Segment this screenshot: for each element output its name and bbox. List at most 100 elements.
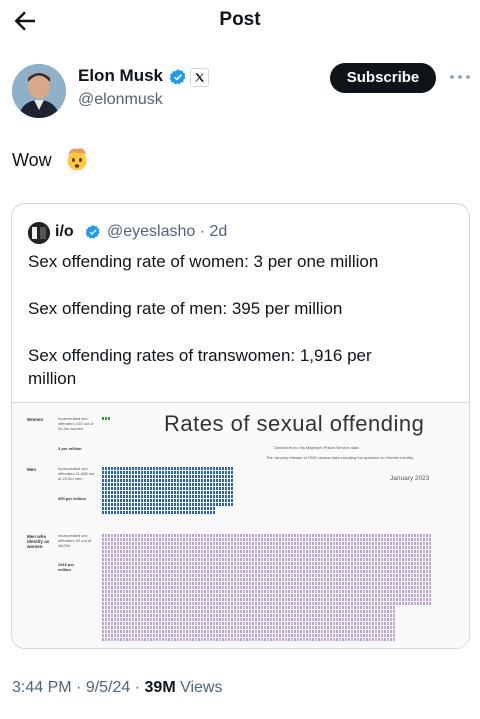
trans-woman-icon [300,538,302,541]
man-icon [153,495,155,498]
man-icon [174,479,176,482]
trans-woman-icon [237,574,239,577]
man-icon [114,471,116,474]
trans-woman-icon [339,598,341,601]
trans-woman-icon [270,598,272,601]
trans-woman-icon [156,546,158,549]
man-icon [168,503,170,506]
author-handle[interactable]: @elonmusk [78,91,163,108]
trans-woman-icon [369,546,371,549]
trans-woman-icon [270,570,272,573]
trans-woman-icon [246,638,248,641]
subscribe-button[interactable]: Subscribe [330,63,436,93]
trans-woman-icon [177,566,179,569]
trans-woman-icon [171,602,173,605]
trans-woman-icon [261,602,263,605]
trans-woman-icon [150,542,152,545]
more-options-icon[interactable] [448,70,472,84]
trans-woman-icon [354,542,356,545]
man-icon [189,471,191,474]
man-icon [219,487,221,490]
trans-woman-icon [366,586,368,589]
man-icon [213,503,215,506]
trans-woman-icon [360,566,362,569]
trans-woman-icon [144,606,146,609]
trans-woman-icon [276,590,278,593]
trans-woman-icon [273,610,275,613]
avatar[interactable] [12,64,66,118]
trans-woman-icon [201,574,203,577]
trans-woman-icon [120,618,122,621]
trans-woman-icon [156,630,158,633]
trans-woman-icon [429,566,431,569]
trans-woman-icon [126,538,128,541]
trans-woman-icon [420,594,422,597]
trans-woman-icon [417,546,419,549]
trans-woman-icon [315,546,317,549]
trans-woman-icon [423,538,425,541]
man-icon [102,507,104,510]
trans-woman-icon [306,542,308,545]
back-arrow-icon[interactable] [10,6,40,36]
trans-woman-icon [132,574,134,577]
trans-woman-icon [396,570,398,573]
trans-woman-icon [417,534,419,537]
man-icon [177,467,179,470]
trans-woman-icon [345,562,347,565]
man-icon [120,503,122,506]
trans-woman-icon [291,554,293,557]
trans-woman-icon [390,550,392,553]
infographic-image[interactable]: Rates of sexual offending Derived from: … [12,402,469,648]
author-name[interactable]: Elon Musk [78,66,164,85]
trans-woman-icon [183,554,185,557]
trans-woman-icon [375,562,377,565]
man-icon [108,483,110,486]
trans-woman-icon [216,562,218,565]
trans-woman-icon [168,562,170,565]
trans-woman-icon [408,538,410,541]
man-icon [222,491,224,494]
man-icon [180,487,182,490]
trans-woman-icon [177,542,179,545]
trans-woman-icon [381,538,383,541]
trans-woman-icon [147,574,149,577]
trans-woman-icon [252,602,254,605]
trans-woman-icon [177,630,179,633]
man-icon [114,499,116,502]
trans-woman-icon [369,558,371,561]
trans-woman-icon [231,546,233,549]
trans-woman-icon [423,542,425,545]
trans-woman-icon [234,630,236,633]
trans-woman-icon [120,606,122,609]
trans-woman-icon [399,582,401,585]
trans-woman-icon [174,578,176,581]
man-icon [174,475,176,478]
trans-woman-icon [384,626,386,629]
trans-woman-icon [108,630,110,633]
trans-woman-icon [351,586,353,589]
trans-woman-icon [387,590,389,593]
trans-woman-icon [282,542,284,545]
trans-woman-icon [213,634,215,637]
row-desc-trans: Incarcerated sex offenders 92 out of 48,… [58,533,92,548]
trans-woman-icon [234,590,236,593]
trans-woman-icon [339,538,341,541]
trans-woman-icon [336,590,338,593]
trans-woman-icon [390,546,392,549]
trans-woman-icon [312,630,314,633]
trans-woman-icon [243,558,245,561]
trans-woman-icon [360,606,362,609]
trans-woman-icon [105,566,107,569]
trans-woman-icon [324,570,326,573]
trans-woman-icon [399,566,401,569]
trans-woman-icon [240,638,242,641]
trans-woman-icon [108,586,110,589]
trans-woman-icon [150,634,152,637]
trans-woman-icon [147,606,149,609]
trans-woman-icon [297,638,299,641]
trans-woman-icon [189,630,191,633]
trans-woman-icon [330,630,332,633]
trans-woman-icon [156,594,158,597]
man-icon [120,507,122,510]
quoted-post-card[interactable]: i/o @eyeslasho · 2d Sex offending rate o… [11,203,470,649]
